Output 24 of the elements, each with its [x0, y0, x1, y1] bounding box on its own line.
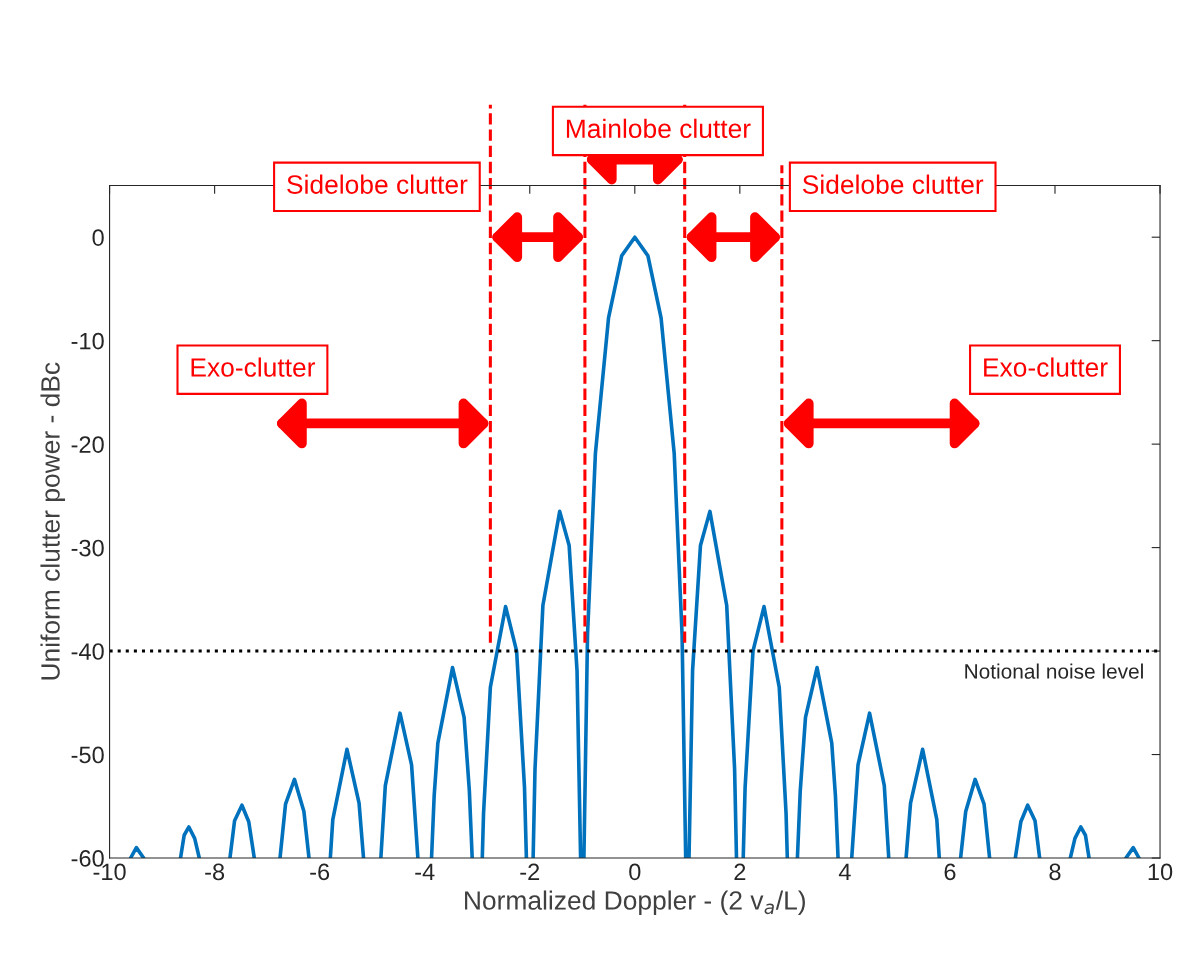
annotation: Exo-clutter: [984, 357, 1108, 377]
y-tick-label: -30: [71, 539, 104, 557]
x-tick-label: -8: [205, 863, 225, 881]
y-tick-label: -20: [71, 436, 104, 453]
y-tick-label: -40: [71, 643, 104, 660]
annotation: Sidelobe clutter: [287, 174, 468, 194]
annotation: Exo-clutter: [191, 357, 316, 377]
y-tick-label: 0: [92, 229, 104, 246]
x-tick-label: -6: [310, 863, 330, 881]
x-tick-label: 10: [1148, 863, 1173, 881]
x-tick-label: 0: [629, 863, 641, 881]
annotation: Sidelobe clutter: [802, 174, 984, 194]
y-axis-title: Uniform clutter power - dBc: [40, 362, 66, 680]
x-tick-label: 4: [838, 863, 851, 880]
x-axis-title: Normalized Doppler - (2 v$_{a}$/L): [465, 890, 805, 916]
x-tick-label: -4: [415, 863, 435, 880]
text: Mainlobe clutter: [566, 118, 751, 139]
x-tick-label: 6: [944, 863, 956, 881]
y-tick-label: -50: [71, 746, 104, 764]
ref-line-label: Notional noise level: [965, 663, 1143, 679]
x-tick-label: 8: [1049, 863, 1061, 881]
x-tick-label: 2: [734, 863, 746, 880]
y-tick-label: -10: [71, 332, 104, 350]
x-tick-label: -2: [520, 863, 540, 880]
